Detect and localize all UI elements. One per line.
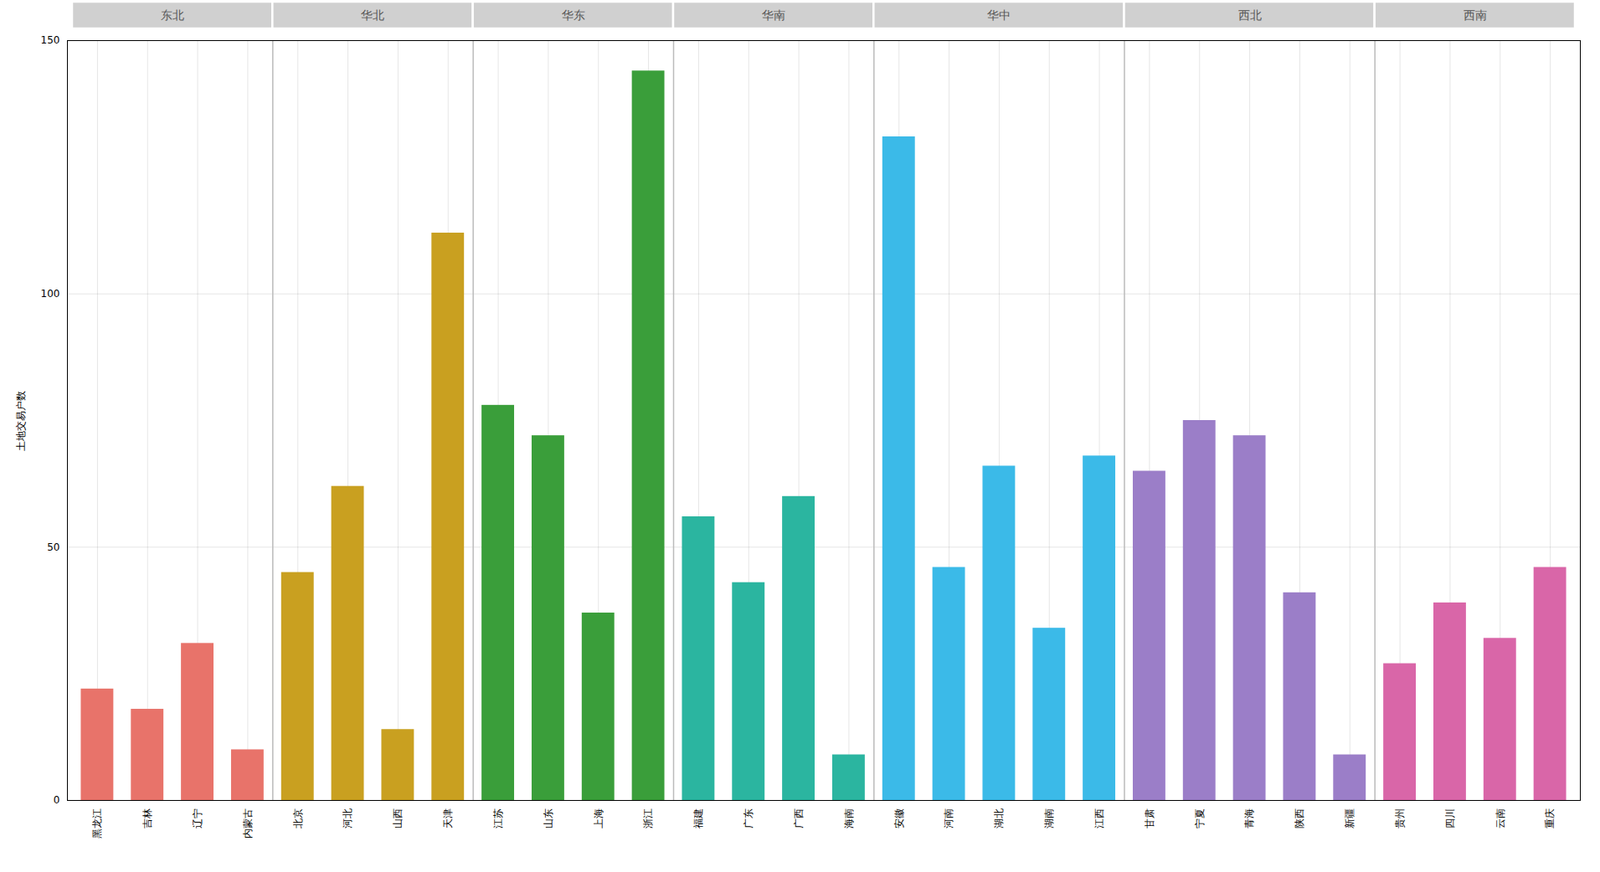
svg-text:浙江: 浙江 [642,808,654,829]
svg-text:安徽: 安徽 [893,808,906,829]
svg-text:辽宁: 辽宁 [191,808,204,829]
svg-text:内蒙古: 内蒙古 [241,808,254,839]
svg-text:江苏: 江苏 [492,808,505,829]
svg-text:福建: 福建 [692,808,705,829]
svg-text:湖北: 湖北 [992,808,1005,829]
svg-text:土地交易户数: 土地交易户数 [15,390,27,452]
svg-text:东北: 东北 [160,8,185,22]
svg-text:山西: 山西 [391,808,404,829]
svg-text:河南: 河南 [942,808,955,829]
svg-text:西南: 西南 [1463,8,1487,22]
svg-text:西北: 西北 [1238,8,1262,22]
svg-text:海南: 海南 [843,808,855,829]
svg-text:广西: 广西 [792,808,805,829]
svg-text:重庆: 重庆 [1543,808,1556,829]
svg-text:100: 100 [41,288,61,300]
svg-text:150: 150 [41,34,61,47]
svg-text:宁夏: 宁夏 [1193,808,1206,829]
svg-text:吉林: 吉林 [141,808,154,829]
svg-text:四川: 四川 [1444,808,1456,829]
svg-text:湖南: 湖南 [1043,808,1055,829]
svg-text:华东: 华东 [561,8,586,22]
svg-text:山东: 山东 [542,808,555,829]
svg-text:50: 50 [46,541,60,554]
svg-text:华中: 华中 [987,8,1011,22]
svg-text:华北: 华北 [360,8,385,22]
svg-text:0: 0 [53,794,61,807]
svg-text:华南: 华南 [761,8,786,22]
svg-text:甘肃: 甘肃 [1143,808,1156,829]
svg-text:广东: 广东 [742,808,755,829]
svg-text:河北: 河北 [341,808,354,829]
svg-text:上海: 上海 [592,808,605,829]
svg-text:青海: 青海 [1243,808,1256,829]
svg-text:贵州: 贵州 [1394,808,1406,829]
svg-text:新疆: 新疆 [1343,808,1356,829]
svg-text:黑龙江: 黑龙江 [91,808,103,839]
svg-text:天津: 天津 [442,808,454,829]
svg-text:陕西: 陕西 [1293,808,1306,829]
svg-text:云南: 云南 [1494,808,1507,829]
svg-text:北京: 北京 [292,808,304,829]
svg-text:江西: 江西 [1093,808,1106,829]
